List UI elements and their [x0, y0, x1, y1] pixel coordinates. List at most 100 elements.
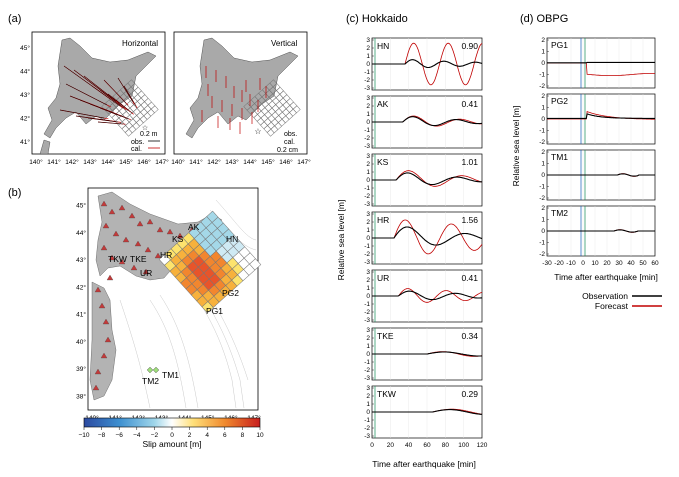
displacement-arrow — [109, 111, 130, 120]
lon-tick-label: 145° — [119, 158, 133, 166]
y-tick-label: 2 — [366, 45, 370, 52]
panel-d-ylabel: Relative sea level [m] — [511, 106, 521, 187]
y-tick-label: 0 — [366, 235, 370, 242]
horizontal-cal-label: cal. — [131, 146, 142, 153]
gnss-triangle — [104, 336, 112, 343]
gnss-triangle — [94, 368, 102, 375]
epicenter-star: ☆ — [254, 127, 261, 136]
horizontal-obs-label: obs. — [131, 139, 144, 146]
gnss-triangle — [130, 264, 138, 271]
lon-tick-label: 142° — [65, 158, 79, 166]
map-vertical: ☆ Vertical obs. cal. 0.2 cm — [173, 31, 308, 155]
x-tick-label: 80 — [442, 442, 450, 449]
lat-tick-label: 42° — [20, 115, 30, 123]
displacement-arrow — [91, 85, 121, 107]
station-label: HN — [226, 234, 238, 244]
lon-tick-label: 145° — [261, 158, 275, 166]
colorbar-tick: 10 — [256, 432, 264, 439]
y-tick-label: 2 — [541, 93, 545, 100]
subplot-station-label: HR — [377, 215, 389, 225]
colorbar-tick: 4 — [205, 432, 209, 439]
lat-tick-label: 44° — [76, 229, 86, 237]
observation-series-line — [372, 351, 483, 357]
obpg-subplot: 2 1 0 -1 -2 PG2 — [539, 93, 656, 146]
y-tick-label: 0 — [541, 228, 545, 235]
y-tick-label: 0 — [541, 60, 545, 67]
horizontal-scale-label: 0.2 m — [140, 131, 158, 138]
y-tick-label: -1 — [364, 185, 370, 192]
displacement-arrow — [97, 121, 124, 125]
gnss-triangle — [128, 212, 136, 219]
panel-c-label: (c) Hokkaido — [346, 13, 408, 25]
gnss-station-markers — [92, 200, 214, 391]
lat-tick-label: 38° — [76, 392, 86, 400]
lon-tick-label: 140° — [171, 158, 185, 166]
gnss-triangle — [108, 254, 116, 261]
displacement-arrow — [59, 109, 105, 119]
station-label: KS — [172, 234, 184, 244]
y-tick-label: 0 — [541, 116, 545, 123]
colorbar-tick: 6 — [223, 432, 227, 439]
lon-tick-label: 143° — [83, 158, 97, 166]
y-tick-label: 2 — [541, 37, 545, 44]
y-tick-label: 3 — [366, 211, 370, 218]
displacement-arrow — [83, 75, 117, 102]
gnss-triangle — [108, 208, 116, 215]
gnss-triangle — [144, 246, 152, 253]
obpg-subplot: 2 1 0 -1 -2 TM2 — [539, 205, 656, 258]
gnss-triangle — [102, 222, 110, 229]
y-tick-label: 1 — [541, 49, 545, 56]
legend-observation-label: Observation — [582, 291, 628, 301]
lon-tick-label: 142° — [207, 158, 221, 166]
lat-tick-label: 43° — [20, 91, 30, 99]
y-tick-label: 2 — [366, 393, 370, 400]
observation-series-line — [372, 59, 483, 69]
y-tick-label: 1 — [541, 161, 545, 168]
panel-a-right-lon-ticks: 140° 141° 142° 143° 144° 145° 146° 147° — [171, 158, 311, 166]
y-tick-label: 1 — [366, 343, 370, 350]
y-tick-label: -3 — [364, 317, 370, 324]
subplot-station-label: KS — [377, 157, 389, 167]
y-tick-label: -1 — [539, 72, 545, 79]
lat-tick-label: 41° — [20, 138, 30, 146]
subplot-station-label: PG2 — [551, 96, 568, 106]
y-tick-label: 2 — [541, 149, 545, 156]
y-tick-label: -3 — [364, 85, 370, 92]
displacement-arrow — [65, 83, 108, 106]
subplot-score-label: 0.29 — [461, 389, 478, 399]
y-tick-label: -1 — [539, 128, 545, 135]
y-tick-label: -3 — [364, 433, 370, 440]
x-tick-label: 20 — [387, 442, 395, 449]
gnss-triangle — [100, 244, 108, 251]
lat-tick-label: 41° — [76, 311, 86, 319]
fault-grid-left — [101, 79, 159, 137]
x-tick-label: -20 — [554, 260, 564, 267]
x-tick-label: 120 — [477, 442, 488, 449]
y-tick-label: 2 — [366, 219, 370, 226]
gnss-triangle — [136, 220, 144, 227]
obpg-marker — [146, 366, 154, 374]
colorbar-tick: 8 — [241, 432, 245, 439]
lon-tick-label: 140° — [29, 158, 43, 166]
vertical-obs-label: obs. — [284, 131, 297, 138]
y-tick-label: 2 — [541, 205, 545, 212]
y-tick-label: 3 — [366, 327, 370, 334]
displacement-arrow — [115, 99, 133, 114]
observation-series-line — [547, 173, 655, 177]
y-tick-label: 1 — [366, 227, 370, 234]
panel-c-xlabel: Time after earthquake [min] — [372, 459, 476, 469]
station-label: PG1 — [206, 306, 223, 316]
subplot-station-label: TKW — [377, 389, 396, 399]
lon-tick-label: 146° — [279, 158, 293, 166]
gnss-triangle — [112, 230, 120, 237]
lat-tick-label: 40° — [76, 338, 86, 346]
observation-series-line — [372, 172, 482, 186]
station-label: TKW — [108, 254, 127, 264]
observation-series-line — [372, 226, 483, 246]
